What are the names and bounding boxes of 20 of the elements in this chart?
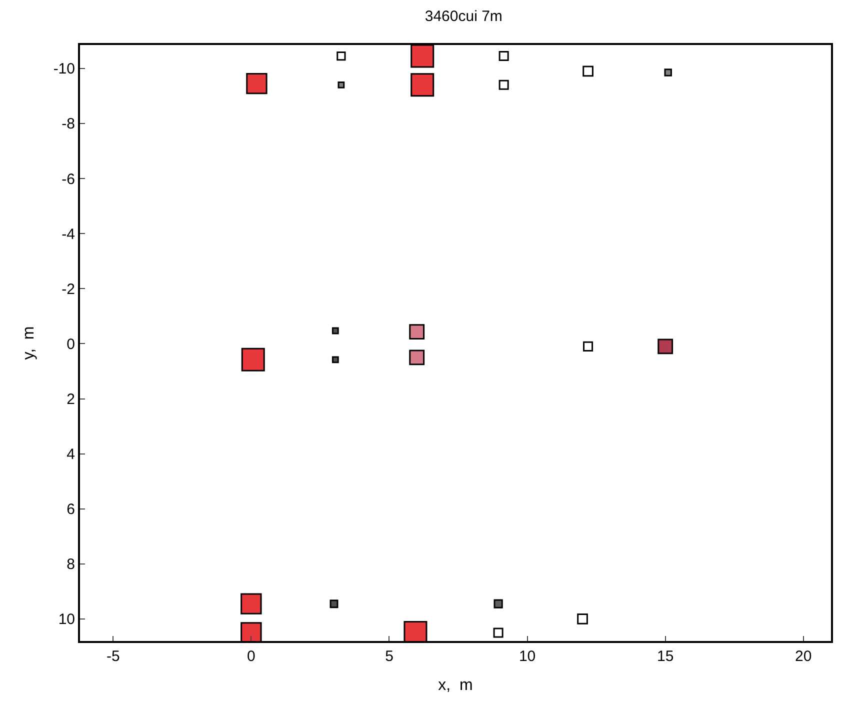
y-tick-label: -2	[62, 280, 75, 298]
x-tick-label: 20	[795, 648, 812, 665]
y-tick-label: 0	[66, 336, 75, 353]
y-tick-label: 4	[66, 446, 75, 464]
y-tick-label: 2	[66, 391, 75, 408]
y-tick-label: -4	[62, 226, 75, 243]
y-tick-label: -6	[62, 170, 75, 188]
x-tick-label: 5	[385, 648, 394, 665]
x-tick-label: 10	[518, 648, 536, 665]
y-axis-title: y, m	[20, 326, 38, 360]
chart-title: 3460cui 7m	[424, 8, 502, 26]
y-tick-label: -8	[62, 116, 75, 133]
x-tick-label: -5	[106, 648, 120, 665]
y-tick-label: 6	[66, 501, 75, 518]
y-tick-label: 8	[66, 556, 75, 574]
x-axis-title: x, m	[438, 677, 473, 694]
y-tick-label: 10	[58, 611, 75, 628]
y-tick-label: -10	[53, 60, 75, 78]
x-tick-label: 0	[247, 648, 256, 665]
x-tick-label: 15	[656, 648, 674, 665]
